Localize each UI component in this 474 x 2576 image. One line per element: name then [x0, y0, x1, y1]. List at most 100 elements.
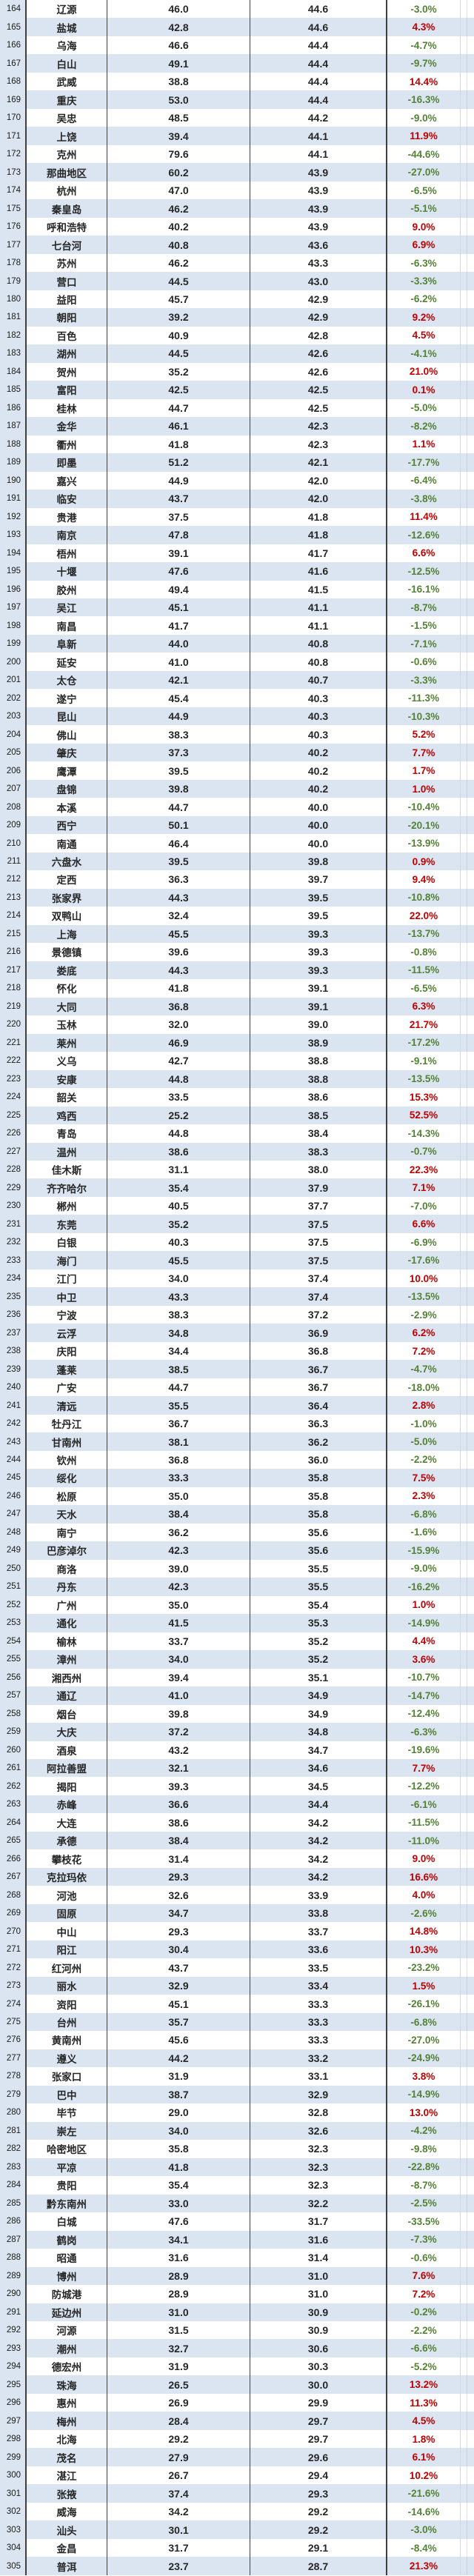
table-right-sliver: [461, 2466, 474, 2485]
table-row: 295 珠海 26.5 30.0 13.2%: [0, 2375, 474, 2394]
rank-cell: 166: [0, 36, 27, 55]
current-value-cell: 29.3: [107, 1867, 250, 1886]
baseline-value-cell: 44.4: [250, 72, 387, 91]
change-percent-cell: -6.9%: [387, 1232, 461, 1252]
current-value-cell: 31.1: [107, 1161, 250, 1179]
city-name-cell: 六盘水: [27, 852, 107, 871]
change-percent-cell: -12.5%: [387, 562, 461, 581]
change-percent-cell: -10.4%: [387, 798, 461, 816]
table-right-sliver: [461, 1777, 474, 1795]
baseline-value-cell: 35.6: [250, 1541, 387, 1560]
current-value-cell: 49.1: [107, 54, 250, 73]
baseline-value-cell: 42.8: [250, 326, 387, 345]
table-right-sliver: [461, 1070, 474, 1089]
table-row: 187 金华 46.1 42.3 -8.2%: [0, 417, 474, 436]
rank-cell: 226: [0, 1124, 27, 1143]
baseline-value-cell: 41.5: [250, 580, 387, 598]
baseline-value-cell: 38.3: [250, 1142, 387, 1161]
current-value-cell: 34.1: [107, 2230, 250, 2249]
table-right-sliver: [461, 2140, 474, 2158]
table-right-sliver: [461, 743, 474, 762]
current-value-cell: 32.9: [107, 1976, 250, 1995]
baseline-value-cell: 39.5: [250, 888, 387, 907]
current-value-cell: 45.7: [107, 290, 250, 309]
table-right-sliver: [461, 108, 474, 127]
table-right-sliver: [461, 1396, 474, 1415]
change-percent-cell: 2.3%: [387, 1486, 461, 1506]
city-name-cell: 益阳: [27, 290, 107, 309]
table-right-sliver: [461, 1305, 474, 1324]
table-row: 300 湛江 26.7 29.4 10.2%: [0, 2466, 474, 2485]
current-value-cell: 43.3: [107, 1287, 250, 1306]
current-value-cell: 44.3: [107, 888, 250, 907]
change-percent-cell: 14.4%: [387, 72, 461, 91]
change-percent-cell: 7.1%: [387, 1178, 461, 1197]
city-name-cell: 钦州: [27, 1450, 107, 1469]
baseline-value-cell: 35.6: [250, 1523, 387, 1542]
table-right-sliver: [461, 562, 474, 581]
change-percent-cell: 6.2%: [387, 1324, 461, 1342]
table-row: 190 嘉兴 44.9 42.0 -6.4%: [0, 471, 474, 490]
change-percent-cell: 1.0%: [387, 779, 461, 798]
change-percent-cell: -2.9%: [387, 1305, 461, 1324]
rank-cell: 289: [0, 2266, 27, 2286]
table-right-sliver: [461, 18, 474, 36]
change-percent-cell: -16.2%: [387, 1578, 461, 1596]
city-name-cell: 嘉兴: [27, 471, 107, 490]
city-name-cell: 十堰: [27, 562, 107, 581]
table-right-sliver: [461, 435, 474, 454]
baseline-value-cell: 33.1: [250, 2067, 387, 2086]
table-row: 197 吴江 45.1 41.1 -8.7%: [0, 598, 474, 617]
rank-cell: 298: [0, 2429, 27, 2449]
current-value-cell: 44.7: [107, 398, 250, 418]
baseline-value-cell: 36.7: [250, 1378, 387, 1397]
city-name-cell: 攀枝花: [27, 1849, 107, 1868]
rank-cell: 179: [0, 272, 27, 290]
rank-cell: 186: [0, 398, 27, 418]
table-row: 251 丹东 42.3 35.5 -16.2%: [0, 1578, 474, 1596]
baseline-value-cell: 34.5: [250, 1777, 387, 1795]
table-row: 219 大同 36.8 39.1 6.3%: [0, 997, 474, 1016]
baseline-value-cell: 39.0: [250, 1015, 387, 1034]
rank-cell: 282: [0, 2140, 27, 2158]
baseline-value-cell: 35.8: [250, 1469, 387, 1487]
current-value-cell: 45.6: [107, 2031, 250, 2049]
change-percent-cell: 9.0%: [387, 217, 461, 236]
current-value-cell: 32.6: [107, 1886, 250, 1904]
change-percent-cell: -14.9%: [387, 2085, 461, 2104]
table-row: 221 莱州 46.9 38.9 -17.2%: [0, 1033, 474, 1052]
table-right-sliver: [461, 1650, 474, 1669]
baseline-value-cell: 36.7: [250, 1360, 387, 1378]
current-value-cell: 53.0: [107, 90, 250, 109]
change-percent-cell: -8.2%: [387, 417, 461, 436]
change-percent-cell: -0.7%: [387, 1142, 461, 1161]
table-right-sliver: [461, 707, 474, 726]
change-percent-cell: -3.0%: [387, 0, 461, 19]
city-name-cell: 大连: [27, 1813, 107, 1832]
rank-cell: 247: [0, 1505, 27, 1524]
rank-cell: 216: [0, 943, 27, 961]
city-name-cell: 朝阳: [27, 308, 107, 327]
city-name-cell: 大庆: [27, 1723, 107, 1741]
table-row: 203 昆山 44.9 40.3 -10.3%: [0, 707, 474, 726]
rank-cell: 278: [0, 2067, 27, 2086]
baseline-value-cell: 35.8: [250, 1505, 387, 1524]
change-percent-cell: 52.5%: [387, 1106, 461, 1125]
rank-cell: 175: [0, 199, 27, 218]
table-right-sliver: [461, 761, 474, 780]
change-percent-cell: -18.0%: [387, 1378, 461, 1397]
baseline-value-cell: 34.2: [250, 1867, 387, 1886]
table-row: 264 大连 38.6 34.2 -11.5%: [0, 1813, 474, 1832]
rank-cell: 207: [0, 779, 27, 798]
rank-cell: 177: [0, 236, 27, 254]
current-value-cell: 38.4: [107, 1831, 250, 1850]
baseline-value-cell: 40.8: [250, 653, 387, 671]
city-name-cell: 云浮: [27, 1324, 107, 1342]
baseline-value-cell: 41.8: [250, 507, 387, 527]
table-right-sliver: [461, 779, 474, 798]
baseline-value-cell: 28.7: [250, 2557, 387, 2575]
table-right-sliver: [461, 852, 474, 871]
table-right-sliver: [461, 2049, 474, 2068]
baseline-value-cell: 37.5: [250, 1251, 387, 1269]
current-value-cell: 44.9: [107, 707, 250, 726]
